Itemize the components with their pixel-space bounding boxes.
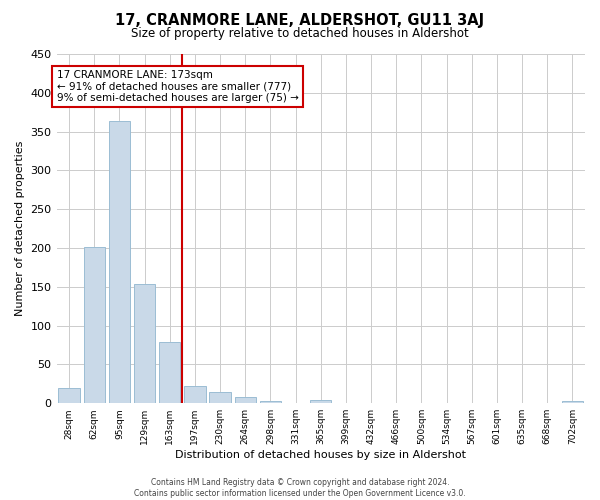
Text: Size of property relative to detached houses in Aldershot: Size of property relative to detached ho…: [131, 28, 469, 40]
Bar: [562, 401, 583, 403]
Bar: [134, 284, 155, 403]
Text: 17 CRANMORE LANE: 173sqm
← 91% of detached houses are smaller (777)
9% of semi-d: 17 CRANMORE LANE: 173sqm ← 91% of detach…: [56, 70, 298, 103]
Bar: [260, 401, 281, 403]
Y-axis label: Number of detached properties: Number of detached properties: [15, 141, 25, 316]
X-axis label: Distribution of detached houses by size in Aldershot: Distribution of detached houses by size …: [175, 450, 466, 460]
Bar: [209, 392, 231, 403]
Bar: [83, 247, 105, 403]
Bar: [58, 388, 80, 403]
Text: 17, CRANMORE LANE, ALDERSHOT, GU11 3AJ: 17, CRANMORE LANE, ALDERSHOT, GU11 3AJ: [115, 12, 485, 28]
Bar: [109, 120, 130, 403]
Bar: [159, 342, 181, 403]
Bar: [310, 400, 331, 403]
Text: Contains HM Land Registry data © Crown copyright and database right 2024.
Contai: Contains HM Land Registry data © Crown c…: [134, 478, 466, 498]
Bar: [184, 386, 206, 403]
Bar: [235, 397, 256, 403]
